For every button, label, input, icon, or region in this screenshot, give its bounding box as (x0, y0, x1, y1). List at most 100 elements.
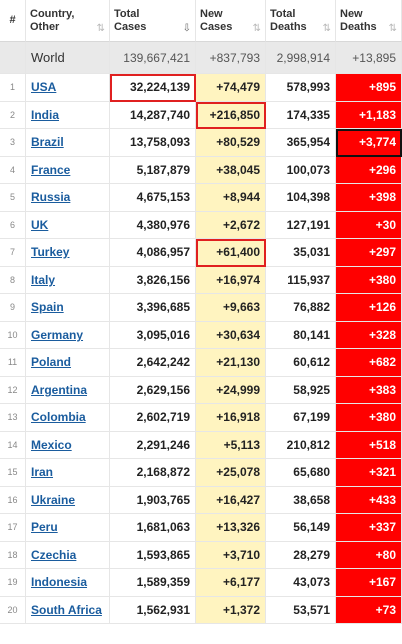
new-cases-cell: +74,479 (196, 74, 266, 102)
rank-cell: 5 (0, 184, 26, 212)
table-row: 5 Russia 4,675,153 +8,944 104,398 +398 (0, 184, 402, 212)
country-cell: USA (26, 74, 110, 102)
country-cell: Russia (26, 184, 110, 212)
total-cases-cell: 3,095,016 (110, 321, 196, 349)
new-cases-cell: +2,672 (196, 211, 266, 239)
country-cell: UK (26, 211, 110, 239)
header-country-line2: Other (30, 20, 60, 33)
country-link[interactable]: Peru (31, 520, 58, 535)
rank-cell: 4 (0, 156, 26, 184)
rank-cell: 19 (0, 569, 26, 597)
table-header-row: # Country, Other ⇅ Total Cases ⇩ New Cas… (0, 0, 402, 42)
header-rank: # (0, 0, 26, 42)
country-link[interactable]: Poland (31, 355, 72, 370)
country-cell: Colombia (26, 404, 110, 432)
covid-stats-table: # Country, Other ⇅ Total Cases ⇩ New Cas… (0, 0, 402, 624)
new-cases-cell: +21,130 (196, 349, 266, 377)
sort-icon[interactable]: ⇅ (252, 23, 261, 34)
country-cell: Ukraine (26, 486, 110, 514)
country-link[interactable]: Ukraine (31, 492, 76, 507)
new-cases-cell: +30,634 (196, 321, 266, 349)
table-row: 10 Germany 3,095,016 +30,634 80,141 +328 (0, 321, 402, 349)
world-total-deaths: 2,998,914 (266, 42, 336, 74)
header-new-cases-line1: New (200, 7, 223, 20)
total-deaths-cell: 38,658 (266, 486, 336, 514)
new-cases-cell: +38,045 (196, 156, 266, 184)
covid-table-container: # Country, Other ⇅ Total Cases ⇩ New Cas… (0, 0, 402, 624)
header-total-deaths-line2: Deaths (270, 20, 307, 33)
total-deaths-cell: 60,612 (266, 349, 336, 377)
country-link[interactable]: India (31, 107, 60, 122)
world-total-cases: 139,667,421 (110, 42, 196, 74)
new-deaths-cell: +126 (336, 294, 402, 322)
new-cases-cell: +5,113 (196, 431, 266, 459)
rank-cell: 20 (0, 596, 26, 624)
table-row: 17 Peru 1,681,063 +13,326 56,149 +337 (0, 514, 402, 542)
table-row: 1 USA 32,224,139 +74,479 578,993 +895 (0, 74, 402, 102)
country-link[interactable]: Mexico (31, 437, 72, 452)
country-link[interactable]: South Africa (31, 602, 102, 617)
header-new-deaths[interactable]: New Deaths ⇅ (336, 0, 402, 42)
new-cases-cell: +16,427 (196, 486, 266, 514)
table-row: 2 India 14,287,740 +216,850 174,335 +1,183 (0, 101, 402, 129)
sort-icon[interactable]: ⇅ (322, 23, 331, 34)
country-link[interactable]: Iran (31, 465, 54, 480)
total-cases-cell: 5,187,879 (110, 156, 196, 184)
rank-cell: 6 (0, 211, 26, 239)
country-link[interactable]: USA (31, 80, 57, 95)
table-row: 9 Spain 3,396,685 +9,663 76,882 +126 (0, 294, 402, 322)
country-cell: Argentina (26, 376, 110, 404)
header-new-cases[interactable]: New Cases ⇅ (196, 0, 266, 42)
country-link[interactable]: Turkey (31, 245, 70, 260)
total-deaths-cell: 174,335 (266, 101, 336, 129)
new-cases-cell: +216,850 (196, 101, 266, 129)
total-deaths-cell: 65,680 (266, 459, 336, 487)
country-cell: India (26, 101, 110, 129)
total-cases-cell: 4,675,153 (110, 184, 196, 212)
table-row: 11 Poland 2,642,242 +21,130 60,612 +682 (0, 349, 402, 377)
country-link[interactable]: Spain (31, 300, 64, 315)
new-deaths-cell: +518 (336, 431, 402, 459)
total-deaths-cell: 58,925 (266, 376, 336, 404)
header-total-deaths[interactable]: Total Deaths ⇅ (266, 0, 336, 42)
world-country-cell: World (26, 42, 110, 74)
total-cases-cell: 14,287,740 (110, 101, 196, 129)
table-row: 20 South Africa 1,562,931 +1,372 53,571 +73 (0, 596, 402, 624)
country-link[interactable]: Argentina (31, 382, 88, 397)
country-link[interactable]: Russia (31, 190, 71, 205)
new-deaths-cell: +337 (336, 514, 402, 542)
country-link[interactable]: Brazil (31, 135, 64, 150)
sort-desc-icon[interactable]: ⇩ (182, 23, 191, 34)
world-new-deaths: +13,895 (336, 42, 402, 74)
total-cases-cell: 3,396,685 (110, 294, 196, 322)
country-link[interactable]: Czechia (31, 547, 77, 562)
rank-cell: 15 (0, 459, 26, 487)
rank-cell: 7 (0, 239, 26, 267)
new-cases-cell: +16,918 (196, 404, 266, 432)
total-deaths-cell: 43,073 (266, 569, 336, 597)
country-link[interactable]: Italy (31, 272, 56, 287)
total-cases-cell: 2,629,156 (110, 376, 196, 404)
new-cases-cell: +61,400 (196, 239, 266, 267)
country-cell: Poland (26, 349, 110, 377)
country-link[interactable]: Indonesia (31, 575, 88, 590)
header-country-line1: Country, (30, 7, 75, 20)
rank-cell: 2 (0, 101, 26, 129)
header-country[interactable]: Country, Other ⇅ (26, 0, 110, 42)
table-row: 3 Brazil 13,758,093 +80,529 365,954 +3,774 (0, 129, 402, 157)
table-row: 16 Ukraine 1,903,765 +16,427 38,658 +433 (0, 486, 402, 514)
header-total-cases[interactable]: Total Cases ⇩ (110, 0, 196, 42)
country-link[interactable]: France (31, 162, 71, 177)
new-deaths-cell: +321 (336, 459, 402, 487)
total-deaths-cell: 210,812 (266, 431, 336, 459)
table-row: 8 Italy 3,826,156 +16,974 115,937 +380 (0, 266, 402, 294)
country-cell: France (26, 156, 110, 184)
country-link[interactable]: Germany (31, 327, 84, 342)
country-cell: Brazil (26, 129, 110, 157)
country-cell: Czechia (26, 541, 110, 569)
sort-icon[interactable]: ⇅ (388, 23, 397, 34)
country-link[interactable]: Colombia (31, 410, 86, 425)
country-link[interactable]: UK (31, 217, 49, 232)
total-cases-cell: 3,826,156 (110, 266, 196, 294)
sort-icon[interactable]: ⇅ (96, 23, 105, 34)
